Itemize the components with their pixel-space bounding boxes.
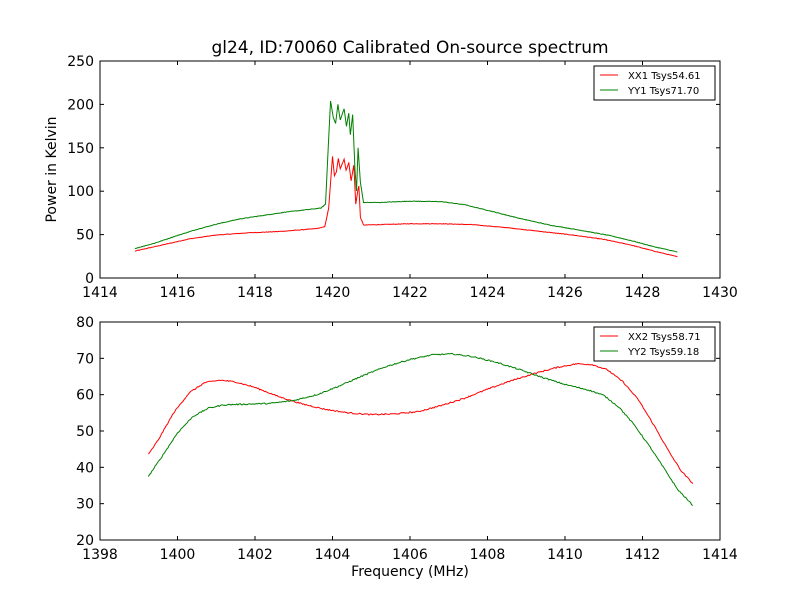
y-tick-label: 60 (76, 388, 94, 404)
x-tick-label: 1408 (470, 547, 506, 563)
x-tick-label: 1414 (82, 285, 118, 301)
legend-box (593, 65, 716, 101)
top-panel: 1414 1416 1418 1420 1422 1424 1426 1428 1430 0 50 1… (44, 54, 738, 301)
series-line-xx (134, 156, 678, 258)
chart-title: gl24, ID:70060 Calibrated On-source spec… (211, 38, 608, 58)
legend-label: YY1 Tsys71.70 (627, 86, 699, 97)
y-tick-label: 40 (76, 460, 94, 476)
x-tick-label: 1412 (625, 547, 661, 563)
series-line-yy (134, 100, 678, 253)
series-group (147, 352, 694, 506)
y-tick-label: 70 (76, 351, 94, 367)
x-tick-label: 1430 (702, 285, 738, 301)
legend-label: XX2 Tsys58.71 (628, 332, 701, 343)
y-axis-label: Power in Kelvin (44, 116, 60, 222)
x-tick-label: 1400 (160, 547, 196, 563)
legend: XX2 Tsys58.71 YY2 Tsys59.18 (593, 326, 716, 362)
x-tick-label: 1406 (392, 547, 428, 563)
bottom-panel: 1398 1400 1402 1404 1406 1408 1410 1412 1414 20 30… (76, 315, 738, 580)
x-tick-label: 1398 (82, 547, 118, 563)
y-tick-label: 50 (76, 424, 94, 440)
x-tick-label: 1420 (315, 285, 351, 301)
y-tick-label: 150 (67, 141, 94, 157)
x-tick-label: 1410 (547, 547, 583, 563)
x-tick-label: 1426 (547, 285, 583, 301)
y-tick-label: 20 (76, 533, 94, 549)
x-tick-label: 1402 (237, 547, 273, 563)
y-tick-label: 200 (67, 97, 94, 113)
series-line-xx (148, 362, 694, 485)
x-tick-label: 1424 (470, 285, 506, 301)
x-tick-label: 1414 (702, 547, 738, 563)
y-tick-label: 100 (67, 184, 94, 200)
series-group (134, 100, 678, 258)
x-tick-label: 1404 (315, 547, 351, 563)
y-tick-label: 30 (76, 497, 94, 513)
x-axis-label: Frequency (MHz) (351, 564, 469, 580)
legend: XX1 Tsys54.61 YY1 Tsys71.70 (593, 65, 716, 101)
y-tick-label: 50 (76, 228, 94, 244)
x-tick-label: 1422 (392, 285, 428, 301)
legend-label: XX1 Tsys54.61 (628, 71, 701, 82)
legend-label: YY2 Tsys59.18 (627, 347, 699, 358)
y-tick-label: 80 (76, 315, 94, 331)
y-tick-label: 250 (67, 54, 94, 70)
y-tick-label: 0 (85, 271, 94, 287)
x-tick-label: 1416 (160, 285, 196, 301)
x-tick-label: 1418 (237, 285, 273, 301)
series-line-yy (147, 352, 694, 506)
legend-box (593, 326, 716, 362)
x-tick-label: 1428 (625, 285, 661, 301)
